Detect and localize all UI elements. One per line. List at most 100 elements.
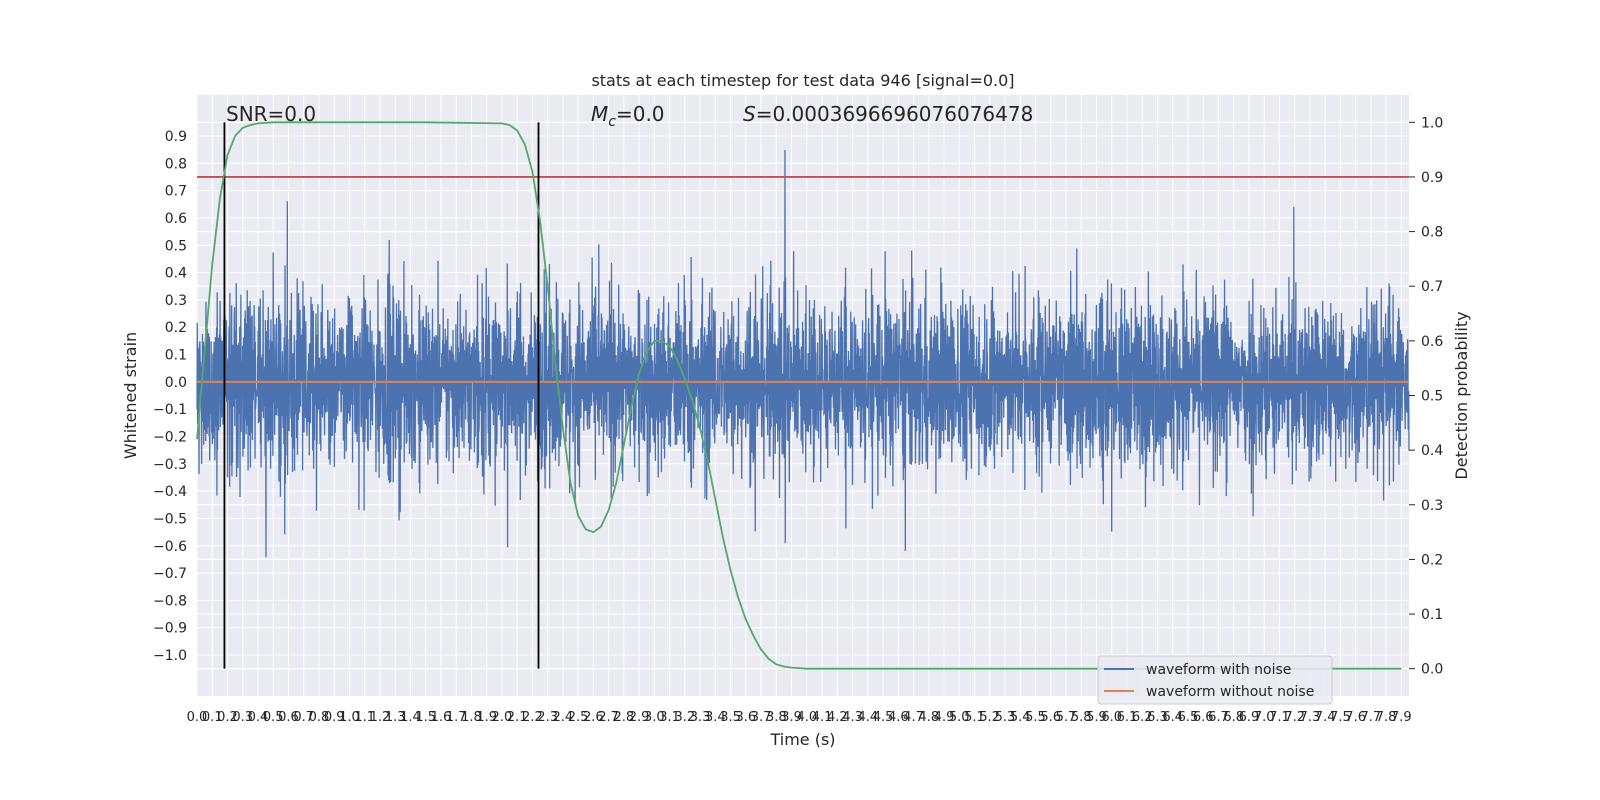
- y-tick-label: −0.8: [153, 593, 187, 609]
- y-axis-label: Whitened strain: [121, 332, 140, 459]
- x-tick-label: 5.5: [1025, 710, 1046, 725]
- x-tick-label: 4.2: [827, 710, 848, 725]
- x-tick-label: 5.4: [1010, 710, 1031, 725]
- x-tick-label: 1.5: [415, 710, 436, 725]
- y2-tick-label: 0.2: [1421, 552, 1443, 568]
- x-tick-label: 5.8: [1071, 710, 1092, 725]
- annotation-statistic: S=0.0003696696076076478: [743, 102, 1033, 126]
- x-tick-label: 4.0: [796, 710, 817, 725]
- x-tick-label: 7.4: [1315, 710, 1336, 725]
- x-tick-label: 7.7: [1361, 710, 1382, 725]
- x-tick-label: 0.0: [187, 710, 208, 725]
- x-tick-label: 7.8: [1376, 710, 1397, 725]
- y-tick-label: 0.9: [165, 129, 187, 145]
- x-tick-label: 2.2: [522, 710, 543, 725]
- x-tick-label: 1.3: [385, 710, 406, 725]
- x-tick-label: 4.7: [903, 710, 924, 725]
- x-tick-label: 4.4: [857, 710, 878, 725]
- series-detection-probability: [196, 121, 1402, 670]
- mc-value: =0.0: [616, 102, 665, 126]
- x-tick-label: 2.8: [614, 710, 635, 725]
- y2-tick-label: 0.8: [1421, 225, 1443, 241]
- y2-axis-label: Detection probability: [1452, 311, 1471, 479]
- x-tick-label: 2.3: [537, 710, 558, 725]
- series-waveform-with-noise: [196, 150, 1410, 558]
- x-tick-label: 6.2: [1132, 710, 1153, 725]
- x-tick-label: 0.9: [324, 710, 345, 725]
- y-tick-label: −0.2: [153, 429, 187, 445]
- y-tick-label: 0.5: [165, 238, 187, 254]
- x-tick-label: 1.2: [370, 710, 391, 725]
- x-tick-label: 0.3: [232, 710, 253, 725]
- y-tick-label: −1.0: [153, 648, 187, 664]
- x-tick-label: 1.0: [339, 710, 360, 725]
- y2-tick-label: 0.6: [1421, 334, 1443, 350]
- tick-labels: 0.00.10.20.30.40.50.60.70.80.91.01.11.21…: [153, 115, 1443, 725]
- x-tick-label: 1.9: [476, 710, 497, 725]
- y-tick-label: −0.6: [153, 539, 187, 555]
- x-tick-label: 5.2: [979, 710, 1000, 725]
- legend-box: [1097, 655, 1333, 705]
- noise-waveform-path: [196, 150, 1410, 558]
- x-tick-label: 4.8: [918, 710, 939, 725]
- x-tick-label: 6.7: [1208, 710, 1229, 725]
- x-tick-label: 5.0: [949, 710, 970, 725]
- x-tick-label: 1.6: [431, 710, 452, 725]
- x-tick-label: 6.1: [1117, 710, 1138, 725]
- y2-tick-label: 0.9: [1421, 170, 1443, 186]
- x-tick-label: 0.8: [309, 710, 330, 725]
- chart-title: stats at each timestep for test data 946…: [591, 71, 1014, 90]
- y2-tick-label: 0.4: [1421, 443, 1443, 459]
- y-tick-label: 0.3: [165, 293, 187, 309]
- legend: waveform with noise waveform without noi…: [1097, 655, 1333, 705]
- x-tick-label: 3.6: [735, 710, 756, 725]
- x-tick-label: 4.3: [842, 710, 863, 725]
- x-tick-label: 7.6: [1345, 710, 1366, 725]
- x-tick-label: 6.5: [1178, 710, 1199, 725]
- x-tick-label: 2.7: [598, 710, 619, 725]
- x-tick-label: 5.3: [995, 710, 1016, 725]
- x-tick-label: 7.9: [1391, 710, 1412, 725]
- x-tick-label: 2.1: [507, 710, 528, 725]
- y2-tick-label: 0.1: [1421, 607, 1443, 623]
- y-tick-label: −0.5: [153, 511, 187, 527]
- s-value: =0.0003696696076076478: [756, 102, 1034, 126]
- x-axis-label: Time (s): [769, 730, 835, 749]
- y2-tick-label: 0.3: [1421, 498, 1443, 514]
- x-tick-label: 7.1: [1269, 710, 1290, 725]
- x-tick-label: 0.5: [263, 710, 284, 725]
- x-tick-label: 6.6: [1193, 710, 1214, 725]
- x-tick-label: 3.0: [644, 710, 665, 725]
- x-tick-label: 1.1: [354, 710, 375, 725]
- y2-tick-label: 1.0: [1421, 115, 1443, 131]
- x-tick-label: 2.5: [568, 710, 589, 725]
- x-tick-label: 5.7: [1056, 710, 1077, 725]
- x-tick-label: 4.1: [812, 710, 833, 725]
- y-tick-label: −0.4: [153, 484, 187, 500]
- x-tick-label: 5.6: [1040, 710, 1061, 725]
- x-tick-label: 1.7: [446, 710, 467, 725]
- legend-label-without-noise: waveform without noise: [1146, 684, 1314, 700]
- mc-subscript: c: [608, 114, 616, 130]
- x-tick-label: 3.3: [690, 710, 711, 725]
- annotation-snr: SNR=0.0: [226, 102, 316, 126]
- annotation-chirp-mass: Mc=0.0: [591, 102, 665, 130]
- x-tick-label: 3.9: [781, 710, 802, 725]
- x-tick-label: 7.5: [1330, 710, 1351, 725]
- y-tick-label: 0.4: [165, 266, 187, 282]
- x-tick-label: 3.4: [705, 710, 726, 725]
- y-tick-label: 0.0: [165, 375, 187, 391]
- x-tick-label: 2.0: [492, 710, 513, 725]
- y-tick-label: −0.3: [153, 457, 187, 473]
- x-tick-label: 7.0: [1254, 710, 1275, 725]
- line-layer: [196, 121, 1409, 670]
- y-tick-label: 0.6: [165, 211, 187, 227]
- x-tick-label: 4.9: [934, 710, 955, 725]
- x-tick-label: 6.4: [1162, 710, 1183, 725]
- y-tick-label: −0.7: [153, 566, 187, 582]
- x-tick-label: 0.6: [278, 710, 299, 725]
- y-tick-label: 0.8: [165, 156, 187, 172]
- x-tick-label: 3.7: [751, 710, 772, 725]
- y2-tick-label: 0.5: [1421, 389, 1443, 405]
- y-tick-label: −0.1: [153, 402, 187, 418]
